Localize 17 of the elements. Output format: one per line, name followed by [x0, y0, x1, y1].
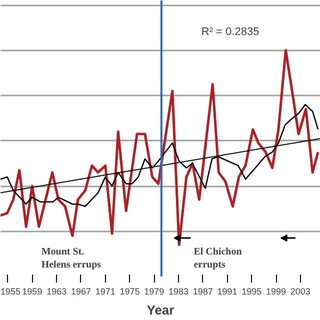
x-axis-title: Year — [146, 302, 174, 318]
x-tick-label: 1995 — [242, 286, 262, 296]
x-tick-label: 1959 — [22, 286, 42, 296]
x-tick-label: 1999 — [266, 286, 286, 296]
x-tick-label: 1987 — [192, 286, 213, 296]
x-tick-label: 1967 — [70, 286, 91, 296]
annotation: El Chichon errupts — [194, 246, 242, 270]
x-tick-label: 1955 — [0, 286, 21, 296]
x-tick-label: 2003 — [290, 286, 310, 296]
x-tick-label: 1983 — [168, 286, 188, 296]
annotation: Mount St. Helens errups — [41, 246, 102, 270]
text: R² = 0.2835 — [201, 26, 260, 38]
x-tick-label: 1975 — [120, 286, 140, 296]
x-tick-label: 1979 — [144, 286, 164, 296]
x-tick-label: 1991 — [217, 286, 238, 296]
x-tick-label: 1971 — [95, 286, 116, 296]
x-tick-label: 1963 — [46, 286, 67, 296]
